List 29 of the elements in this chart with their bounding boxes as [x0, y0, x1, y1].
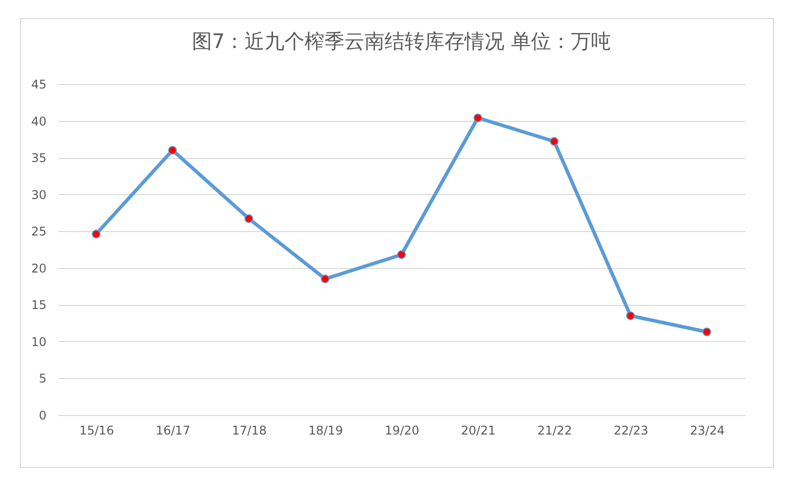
point [320, 274, 330, 284]
x-tick-label: 20/21 [461, 424, 496, 438]
y-tick-label: 0 [38, 408, 46, 422]
point [397, 250, 406, 260]
y-tick-label: 10 [31, 334, 46, 349]
chart-title: 图7：近九个榨季云南结转库存情况 单位：万吨 [192, 29, 612, 53]
y-tick-label: 15 [31, 298, 46, 312]
x-tick-label: 15/16 [79, 424, 114, 438]
point [702, 328, 712, 336]
point [473, 113, 482, 122]
y-tick-label: 40 [31, 114, 46, 128]
point [168, 146, 177, 155]
y-tick-label: 30 [31, 188, 46, 202]
y-tick-label: 45 [31, 78, 46, 92]
point [626, 311, 635, 320]
x-tick-label: 23/24 [690, 424, 725, 438]
point [550, 137, 559, 146]
point [244, 214, 254, 223]
x-tick-label: 16/17 [156, 424, 190, 438]
y-tick-label: 35 [31, 151, 46, 166]
x-tick-label: 18/19 [308, 424, 343, 438]
x-tick-label: 17/18 [232, 424, 267, 438]
y-tick-label: 5 [38, 372, 46, 386]
x-tick-label: 22/23 [614, 424, 648, 438]
point [92, 230, 101, 238]
x-tick-label: 19/20 [384, 424, 420, 438]
x-tick-label: 21/22 [537, 424, 572, 438]
y-tick-label: 25 [31, 224, 46, 239]
y-tick-label: 20 [31, 261, 46, 276]
